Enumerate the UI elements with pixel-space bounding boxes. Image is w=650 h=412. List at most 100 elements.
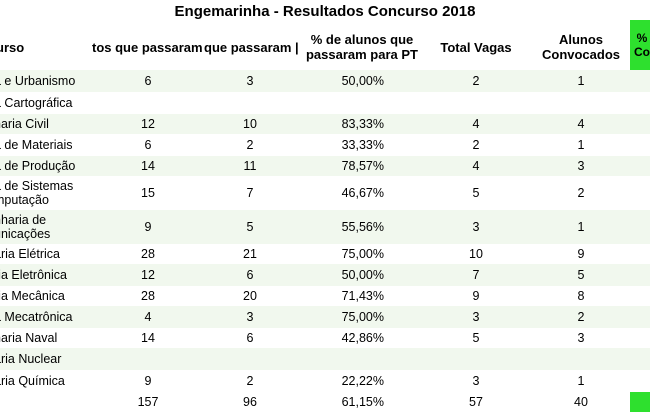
cell-curso: nharia de unicações: [0, 213, 51, 241]
cell-passaram: 3: [246, 310, 254, 324]
cell-percent: 71,43%: [341, 289, 384, 303]
cell-curso: aria Nuclear: [0, 352, 62, 366]
cell-vagas: 3: [472, 310, 480, 324]
cell-curso: a e Urbanismo: [0, 74, 76, 88]
cell-inscritos: 9: [144, 374, 152, 388]
cell-convocados: [540, 348, 622, 370]
header-percent: % de alunos que passaram para PT: [305, 32, 418, 62]
totals-row: 157 96 61,15% 57 40: [0, 392, 650, 412]
cell-inscritos: 12: [141, 117, 155, 131]
cell-percent: 50,00%: [341, 74, 384, 88]
cell-curso: ria Mecânica: [0, 289, 65, 303]
cell-convocados: 1: [577, 138, 585, 152]
cell-convocados: 5: [577, 268, 585, 282]
table-row: a de Materiais 6 2 33,33% 2 1: [0, 134, 650, 156]
cell-convocados: 1: [577, 74, 585, 88]
cell-percent: 46,67%: [341, 186, 384, 200]
table-row: aria Elétrica 28 21 75,00% 10 9: [0, 244, 650, 264]
cell-percent: 75,00%: [341, 247, 384, 261]
cell-vagas: 10: [469, 247, 483, 261]
cell-passaram: 11: [243, 159, 257, 173]
cell-convocados: 1: [577, 220, 585, 234]
table-row: a de Produção 14 11 78,57% 4 3: [0, 156, 650, 176]
cell-passaram: 2: [246, 374, 254, 388]
cell-convocados: 1: [577, 374, 585, 388]
cell-passaram: 2: [246, 138, 254, 152]
cell-percent: 75,00%: [341, 310, 384, 324]
header-curso: urso: [0, 39, 25, 55]
cell-passaram: 7: [246, 186, 254, 200]
cell-inscritos: 28: [141, 289, 155, 303]
cell-curso: a Cartográfica: [0, 96, 73, 110]
cell-percent: 33,33%: [341, 138, 384, 152]
cell-curso: a de Materiais: [0, 138, 73, 152]
cell-inscritos: [92, 92, 204, 114]
cell-convocados: 8: [577, 289, 585, 303]
table-row: nharia de unicações 9 5 55,56% 3 1: [0, 210, 650, 244]
table-row: a e Urbanismo 6 3 50,00% 2 1: [0, 70, 650, 92]
cell-vagas: 7: [472, 268, 480, 282]
cell-vagas: 3: [472, 374, 480, 388]
cell-vagas: 2: [472, 74, 480, 88]
header-inscritos: tos que passaram: [92, 39, 203, 55]
cell-convocados: 3: [577, 159, 585, 173]
cell-convocados: 2: [577, 310, 585, 324]
cell-vagas: [420, 348, 532, 370]
cell-convocados: 9: [577, 247, 585, 261]
table-row: haria Civil 12 10 83,33% 4 4: [0, 114, 650, 134]
cell-percent: 22,22%: [341, 374, 384, 388]
cell-convocados: 4: [577, 117, 585, 131]
cell-vagas: 5: [472, 186, 480, 200]
cell-curso: aria Elétrica: [0, 247, 60, 261]
cell-inscritos: 12: [141, 268, 155, 282]
cell-inscritos: 14: [141, 331, 155, 345]
table-row: a Cartográfica: [0, 92, 650, 114]
cell-curso: aria Química: [0, 374, 65, 388]
totals-green-cell: [630, 392, 650, 412]
cell-vagas: 3: [472, 220, 480, 234]
table-row: aria Química 9 2 22,22% 3 1: [0, 370, 650, 392]
cell-inscritos: 4: [144, 310, 152, 324]
cell-percent: 42,86%: [341, 331, 384, 345]
cell-inscritos: 9: [144, 220, 152, 234]
header-percent-convocados: % Co: [630, 20, 650, 70]
cell-passaram: 10: [243, 117, 257, 131]
cell-passaram: 3: [246, 74, 254, 88]
cell-passaram: [204, 92, 296, 114]
cell-percent: [304, 92, 384, 114]
cell-inscritos: 28: [141, 247, 155, 261]
table-row: aria Nuclear: [0, 348, 650, 370]
cell-percent: 83,33%: [341, 117, 384, 131]
total-inscritos: 157: [137, 395, 159, 409]
table-row: a de Sistemas mputação 15 7 46,67% 5 2: [0, 176, 650, 210]
cell-passaram: 20: [243, 289, 257, 303]
header-total-vagas: Total Vagas: [440, 39, 512, 55]
cell-passaram: 6: [246, 331, 254, 345]
total-convocados: 40: [574, 395, 588, 409]
cell-inscritos: 15: [141, 186, 155, 200]
cell-passaram: [204, 348, 296, 370]
sheet-title: Engemarinha - Resultados Concurso 2018: [174, 3, 476, 20]
cell-vagas: 9: [472, 289, 480, 303]
cell-inscritos: 6: [144, 74, 152, 88]
cell-curso: a Mecatrônica: [0, 310, 73, 324]
cell-vagas: 4: [472, 159, 480, 173]
cell-percent: [304, 348, 384, 370]
cell-percent: 78,57%: [341, 159, 384, 173]
table-row: haria Naval 14 6 42,86% 5 3: [0, 328, 650, 348]
table-row: ria Mecânica 28 20 71,43% 9 8: [0, 286, 650, 306]
cell-passaram: 5: [246, 220, 254, 234]
cell-curso: a de Produção: [0, 159, 76, 173]
total-vagas: 57: [469, 395, 483, 409]
cell-convocados: 2: [577, 186, 585, 200]
cell-inscritos: 14: [141, 159, 155, 173]
cell-convocados: [540, 92, 622, 114]
cell-curso: a de Sistemas mputação: [0, 179, 74, 207]
header-passaram: que passaram |: [204, 39, 299, 55]
cell-inscritos: 6: [144, 138, 152, 152]
total-passaram: 96: [243, 395, 257, 409]
cell-passaram: 6: [246, 268, 254, 282]
cell-percent: 55,56%: [341, 220, 384, 234]
table-row: a Mecatrônica 4 3 75,00% 3 2: [0, 306, 650, 328]
